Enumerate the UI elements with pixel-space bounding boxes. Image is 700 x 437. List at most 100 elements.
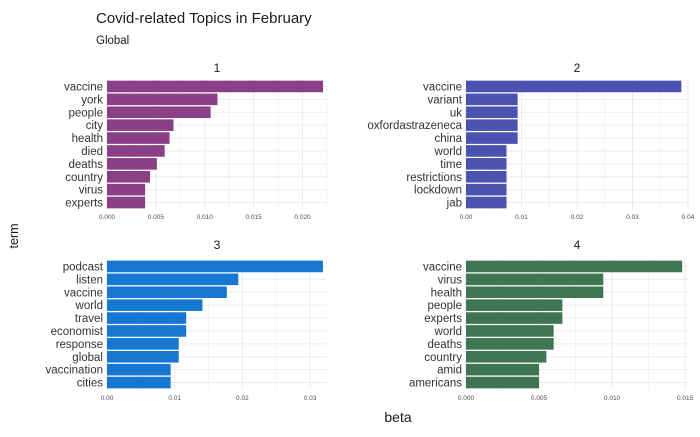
category-label-podcast: podcast xyxy=(63,261,104,273)
bar-time xyxy=(466,158,507,170)
x-tick-label: 0.000 xyxy=(99,214,116,221)
category-label-listen: listen xyxy=(76,274,103,286)
category-label-city: city xyxy=(86,120,104,132)
category-label-cities: cities xyxy=(77,378,103,390)
x-tick-label: 0.015 xyxy=(246,214,263,221)
bar-city xyxy=(107,119,174,131)
x-tick-label: 0.04 xyxy=(682,214,695,221)
x-tick-label: 0.02 xyxy=(236,395,249,402)
bar-country xyxy=(107,170,151,183)
x-tick-label: 0.005 xyxy=(531,395,548,402)
x-tick-label: 0.03 xyxy=(304,395,317,402)
facet-label-2: 2 xyxy=(574,61,581,75)
bar-jab xyxy=(466,196,507,209)
category-label-deaths: deaths xyxy=(68,159,103,171)
panel-3: podcastlistenvaccineworldtraveleconomist… xyxy=(45,238,327,402)
bar-deaths xyxy=(466,338,554,350)
bar-listen xyxy=(107,273,239,286)
bar-virus xyxy=(466,273,604,286)
x-tick-label: 0.01 xyxy=(515,214,528,221)
category-label-died: died xyxy=(81,146,103,158)
bar-country xyxy=(466,350,547,363)
category-label-vaccine: vaccine xyxy=(423,81,462,93)
x-tick-label: 0.020 xyxy=(294,214,311,221)
category-label-lockdown: lockdown xyxy=(414,185,462,197)
category-label-world: world xyxy=(434,146,462,158)
category-label-health: health xyxy=(72,133,103,145)
x-tick-label: 0.02 xyxy=(571,214,584,221)
bar-world xyxy=(107,299,203,311)
x-tick-label: 0.00 xyxy=(460,214,473,221)
bar-experts xyxy=(107,196,146,209)
category-label-virus: virus xyxy=(79,185,104,197)
bar-lockdown xyxy=(466,183,507,196)
panel-1: vaccineyorkpeoplecityhealthdieddeathscou… xyxy=(64,61,328,221)
facet-label-3: 3 xyxy=(214,238,221,252)
x-tick-label: 0.010 xyxy=(197,214,214,221)
category-label-oxfordastrazeneca: oxfordastrazeneca xyxy=(367,120,462,132)
x-tick-label: 0.03 xyxy=(626,214,639,221)
x-tick-label: 0.01 xyxy=(168,395,181,402)
category-label-health: health xyxy=(431,287,462,299)
bar-people xyxy=(107,106,211,119)
category-label-jab: jab xyxy=(446,198,462,210)
category-label-global: global xyxy=(72,352,103,364)
x-tick-label: 0.000 xyxy=(458,395,475,402)
panels-group: vaccineyorkpeoplecityhealthdieddeathscou… xyxy=(45,61,694,402)
bar-global xyxy=(107,350,179,363)
category-label-china: china xyxy=(435,133,463,145)
bar-amid xyxy=(466,363,540,376)
panel-4: vaccinevirushealthpeopleexpertsworlddeat… xyxy=(409,238,694,402)
bar-health xyxy=(107,132,170,144)
bar-world xyxy=(466,145,507,157)
category-label-americans: americans xyxy=(409,378,462,390)
category-label-experts: experts xyxy=(424,313,462,325)
bar-restrictions xyxy=(466,170,507,183)
bar-china xyxy=(466,132,518,144)
category-label-vaccine: vaccine xyxy=(64,81,103,93)
category-label-vaccine: vaccine xyxy=(423,261,462,273)
chart-title: Covid-related Topics in February xyxy=(96,10,312,27)
bar-died xyxy=(107,145,165,157)
category-label-response: response xyxy=(56,339,103,351)
bar-world xyxy=(466,325,554,337)
category-label-people: people xyxy=(427,300,462,312)
category-label-virus: virus xyxy=(438,274,463,286)
bar-deaths xyxy=(107,158,157,170)
category-label-restrictions: restrictions xyxy=(406,172,462,184)
bar-economist xyxy=(107,325,187,337)
category-label-vaccination: vaccination xyxy=(45,365,103,377)
bar-response xyxy=(107,338,179,350)
bar-vaccine xyxy=(466,260,683,273)
bar-cities xyxy=(107,376,171,389)
category-label-amid: amid xyxy=(437,365,462,377)
bar-travel xyxy=(107,312,187,324)
category-label-york: york xyxy=(81,94,103,106)
bar-americans xyxy=(466,376,540,389)
y-axis-title: term xyxy=(7,224,21,249)
category-label-variant: variant xyxy=(427,94,462,106)
x-tick-label: 0.010 xyxy=(604,395,621,402)
x-axis-title: beta xyxy=(384,409,411,425)
bar-vaccine xyxy=(107,80,324,93)
category-label-uk: uk xyxy=(450,107,462,119)
bar-vaccine xyxy=(107,286,227,299)
facet-label-1: 1 xyxy=(214,61,221,75)
category-label-country: country xyxy=(65,172,103,184)
bar-oxfordastrazeneca xyxy=(466,119,518,131)
bar-podcast xyxy=(107,260,323,273)
category-label-world: world xyxy=(75,300,103,312)
bar-people xyxy=(466,299,563,311)
category-label-time: time xyxy=(440,159,462,171)
panel-2: vaccinevariantukoxfordastrazenecachinawo… xyxy=(367,61,694,221)
x-tick-label: 0.00 xyxy=(101,395,114,402)
category-label-deaths: deaths xyxy=(427,339,462,351)
x-tick-label: 0.005 xyxy=(148,214,165,221)
x-tick-label: 0.015 xyxy=(677,395,694,402)
bar-variant xyxy=(466,93,518,106)
category-label-people: people xyxy=(68,107,103,119)
bar-virus xyxy=(107,183,146,196)
category-label-world: world xyxy=(434,326,462,338)
